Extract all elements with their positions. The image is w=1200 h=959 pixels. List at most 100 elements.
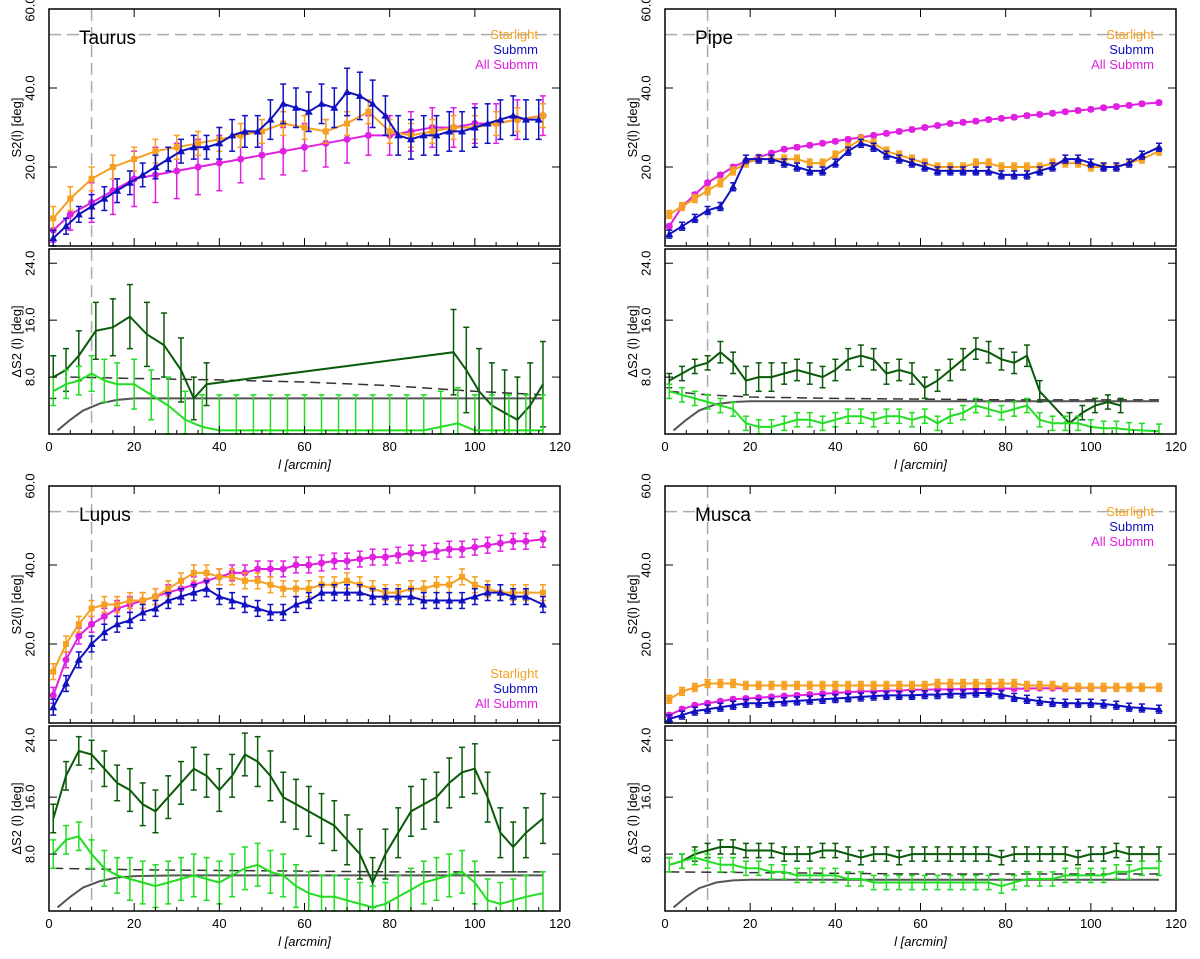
chart-musca: 0 20 40 60 80 100 120 l [arcmin] 20.0 40.0 60.0 S2(… <box>625 473 1187 949</box>
data-point <box>539 535 547 543</box>
data-point <box>305 561 313 569</box>
data-point <box>49 691 57 699</box>
data-point <box>717 179 724 186</box>
series-starlight <box>666 678 1162 704</box>
data-point <box>960 680 967 687</box>
y-axis-title-top: S2(l) [deg] <box>9 575 24 635</box>
data-point <box>665 222 673 230</box>
data-point <box>691 195 698 202</box>
data-point <box>972 680 979 687</box>
series-dark_green <box>666 839 1162 873</box>
bottom-panel-frame <box>664 248 1177 435</box>
data-point <box>1087 684 1094 691</box>
data-point <box>459 573 466 580</box>
x-tick-label: 120 <box>549 439 571 454</box>
data-point <box>364 131 372 139</box>
data-point <box>742 695 750 703</box>
data-point <box>420 585 427 592</box>
data-point <box>67 195 74 202</box>
data-point <box>934 122 942 130</box>
data-point <box>445 127 454 135</box>
data-point <box>985 680 992 687</box>
region-label: Taurus <box>79 28 136 49</box>
y-tick-label: 60.0 <box>638 0 653 22</box>
series-line <box>668 138 1160 216</box>
data-point <box>971 688 980 696</box>
data-point <box>215 592 224 600</box>
chart-lupus: 0 20 40 60 80 100 120 l [arcmin] 20.0 40.0 60.0 S2(… <box>9 473 571 949</box>
data-point <box>344 577 351 584</box>
data-point <box>934 680 941 687</box>
data-point <box>666 211 673 218</box>
y-tick-label: 16.0 <box>638 784 653 809</box>
data-point <box>330 588 339 596</box>
data-point <box>450 124 457 131</box>
y-tick-label: 8.0 <box>638 845 653 863</box>
data-point <box>190 569 197 576</box>
x-tick-label: 20 <box>127 916 141 931</box>
x-tick-label: 80 <box>382 916 396 931</box>
x-axis-title: l [arcmin] <box>278 457 331 472</box>
data-point <box>793 696 802 704</box>
data-point <box>355 588 364 596</box>
x-tick-label: 120 <box>1165 916 1187 931</box>
data-point <box>665 230 674 238</box>
x-tick-label: 120 <box>1165 439 1187 454</box>
y-tick-label: 24.0 <box>22 728 37 753</box>
data-point <box>781 682 788 689</box>
data-point <box>1155 99 1163 107</box>
legend-all-suffix: Submm <box>493 696 538 711</box>
data-point <box>1125 159 1134 167</box>
data-point <box>292 561 300 569</box>
legend-submm: Submm <box>493 42 538 57</box>
data-point <box>381 553 389 561</box>
data-point <box>317 99 326 107</box>
data-point <box>151 604 160 612</box>
data-point <box>844 135 852 143</box>
data-point <box>521 592 530 600</box>
data-point <box>87 640 96 647</box>
data-point <box>870 131 878 139</box>
data-point <box>1138 684 1145 691</box>
data-point <box>87 202 96 210</box>
y-tick-label: 40.0 <box>22 75 37 100</box>
data-point <box>1049 682 1056 689</box>
data-point <box>883 682 890 689</box>
data-point <box>882 129 890 137</box>
data-point <box>716 171 724 179</box>
data-point <box>195 140 202 147</box>
data-point <box>985 160 992 167</box>
y-tick-label: 20.0 <box>22 154 37 179</box>
data-point <box>896 682 903 689</box>
data-point <box>228 131 237 139</box>
data-point <box>882 151 891 159</box>
data-point <box>304 107 313 115</box>
data-point <box>679 688 686 695</box>
data-point <box>330 103 339 111</box>
series-light_green <box>666 849 1162 894</box>
series-line <box>52 114 544 231</box>
data-point <box>755 682 762 689</box>
data-point <box>984 166 993 174</box>
series-starlight <box>666 134 1162 220</box>
data-point <box>539 112 546 119</box>
legend-all-submm: All Submm <box>475 57 538 72</box>
series-submm <box>665 688 1163 724</box>
data-point <box>216 573 223 580</box>
data-point <box>202 143 211 151</box>
data-point <box>203 569 210 576</box>
x-tick-label: 20 <box>743 439 757 454</box>
data-point <box>189 143 198 151</box>
data-point <box>138 170 147 178</box>
data-point <box>458 545 466 553</box>
data-point <box>62 656 70 664</box>
legend-all-suffix: Submm <box>493 57 538 72</box>
legend-submm: Submm <box>1109 519 1154 534</box>
data-point <box>1100 104 1108 112</box>
data-point <box>819 139 827 147</box>
legend-starlight: Starlight <box>1106 27 1154 42</box>
legend-submm: Submm <box>1109 42 1154 57</box>
data-point <box>730 680 737 687</box>
data-point <box>844 147 853 155</box>
data-point <box>690 214 699 222</box>
